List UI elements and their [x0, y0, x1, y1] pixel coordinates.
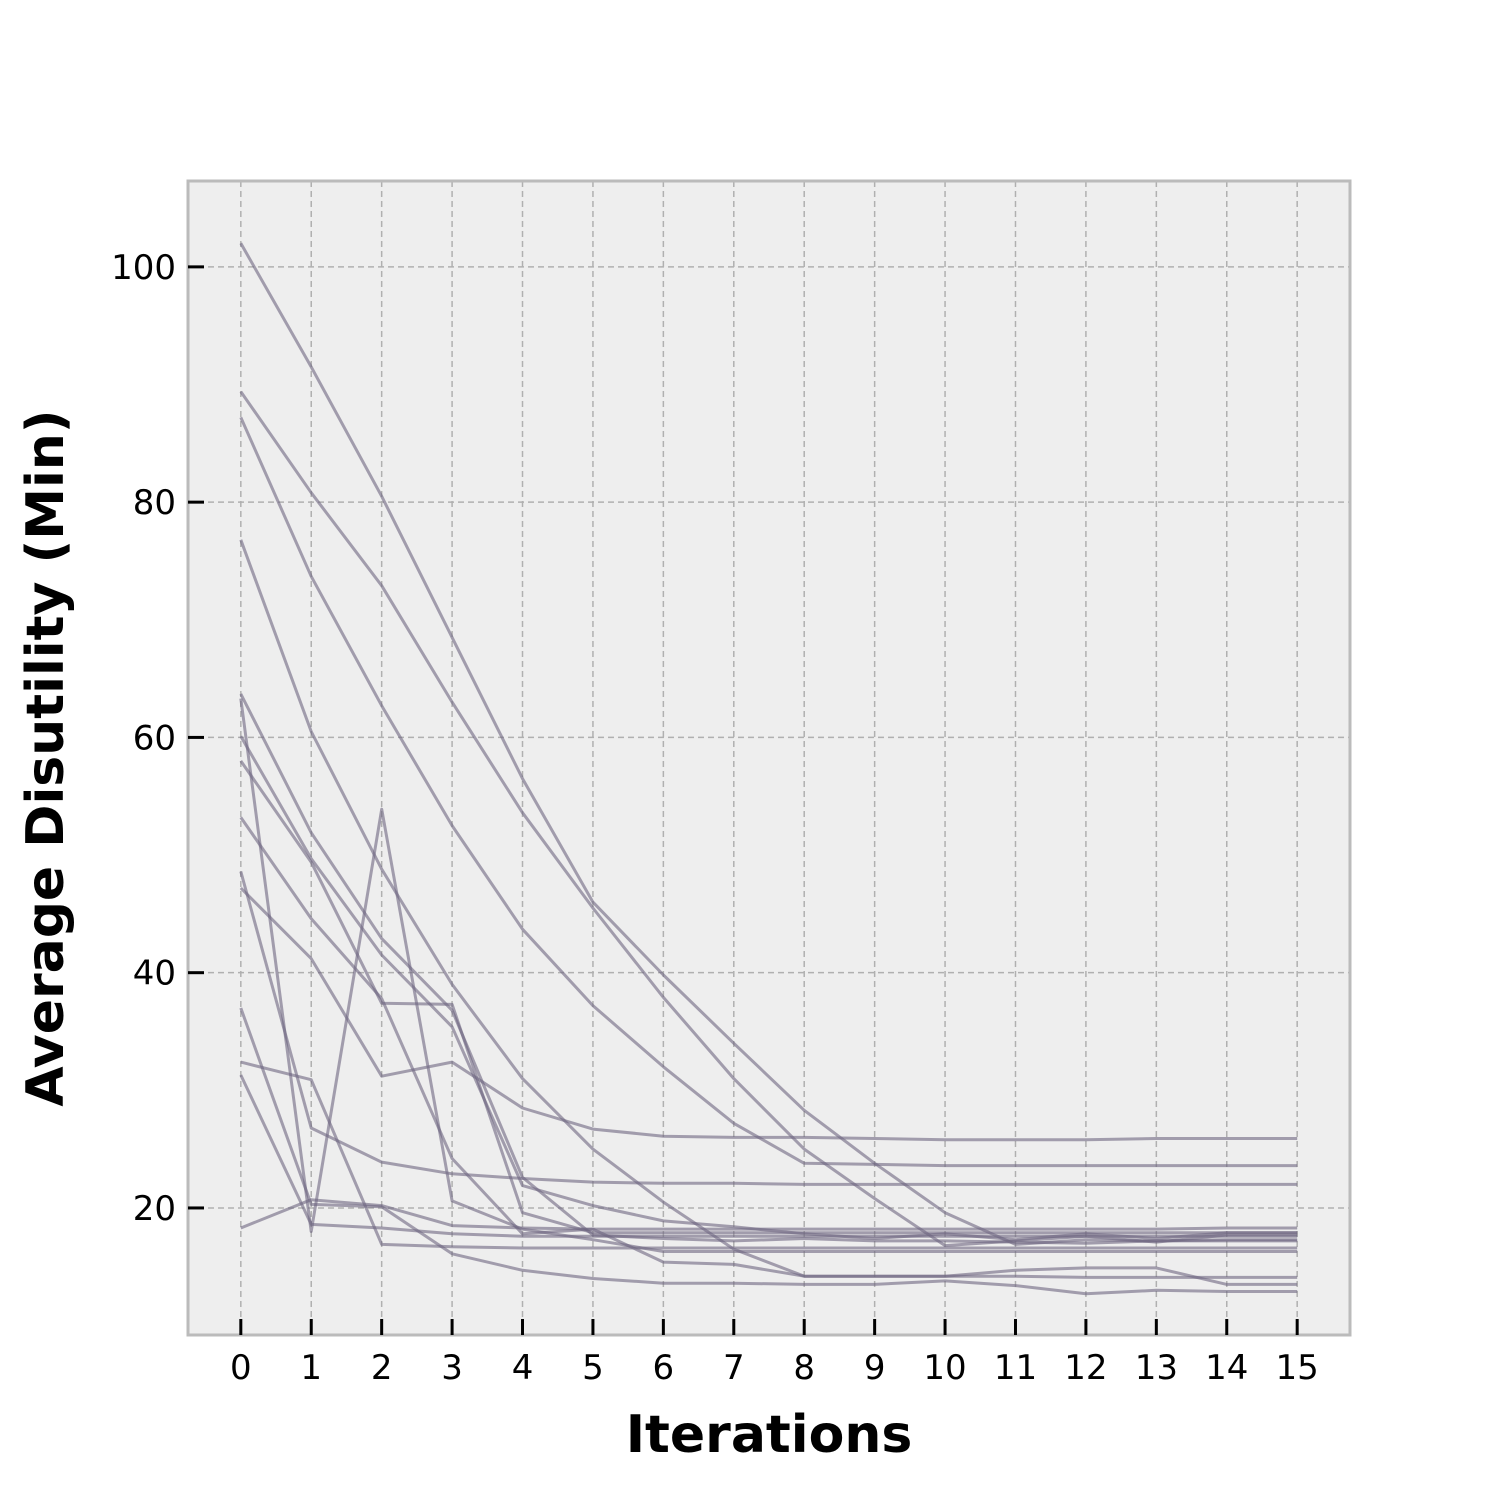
x-tick-label: 11 — [994, 1348, 1037, 1388]
y-tick-label: 60 — [133, 718, 176, 758]
y-axis-ticks: 20 40 60 80 100 — [111, 248, 204, 1229]
plot-background — [188, 181, 1350, 1335]
x-axis-ticks: 0 1 2 3 4 5 6 7 8 9 10 11 12 13 14 15 — [230, 1319, 1319, 1388]
x-tick-label: 3 — [441, 1348, 463, 1388]
y-tick-label: 80 — [133, 483, 176, 523]
x-tick-label: 1 — [300, 1348, 322, 1388]
x-tick-label: 12 — [1064, 1348, 1107, 1388]
x-tick-label: 8 — [793, 1348, 815, 1388]
x-tick-label: 4 — [512, 1348, 534, 1388]
x-tick-label: 7 — [723, 1348, 745, 1388]
x-tick-label: 6 — [653, 1348, 675, 1388]
series-line-8 — [239, 760, 1298, 1235]
series-line-3 — [239, 416, 1298, 1168]
series-line-15 — [240, 1198, 1298, 1231]
y-tick-label: 20 — [133, 1189, 176, 1229]
series-line-13 — [240, 1060, 1298, 1250]
y-axis-label: Average Disutility (Min) — [16, 409, 76, 1106]
series-line-5 — [239, 693, 1298, 1245]
grid-lines — [188, 181, 1350, 1335]
x-tick-label: 5 — [582, 1348, 604, 1388]
series-line-14 — [239, 1074, 1298, 1238]
x-tick-label: 15 — [1276, 1348, 1319, 1388]
x-axis-label: Iterations — [626, 1405, 913, 1465]
y-tick-label: 40 — [133, 954, 176, 994]
x-tick-label: 0 — [230, 1348, 252, 1388]
x-tick-label: 13 — [1135, 1348, 1178, 1388]
x-tick-label: 10 — [923, 1348, 966, 1388]
series-group — [239, 242, 1298, 1296]
y-tick-label: 100 — [111, 248, 176, 288]
x-tick-label: 9 — [864, 1348, 886, 1388]
x-tick-label: 14 — [1205, 1348, 1248, 1388]
plot-frame — [186, 179, 1352, 1337]
series-line-11 — [239, 886, 1298, 1142]
x-tick-label: 2 — [371, 1348, 393, 1388]
series-line-2 — [239, 390, 1298, 1248]
series-line-10 — [239, 871, 1298, 1186]
series-line-4 — [239, 539, 1298, 1279]
series-line-9 — [239, 816, 1298, 1286]
